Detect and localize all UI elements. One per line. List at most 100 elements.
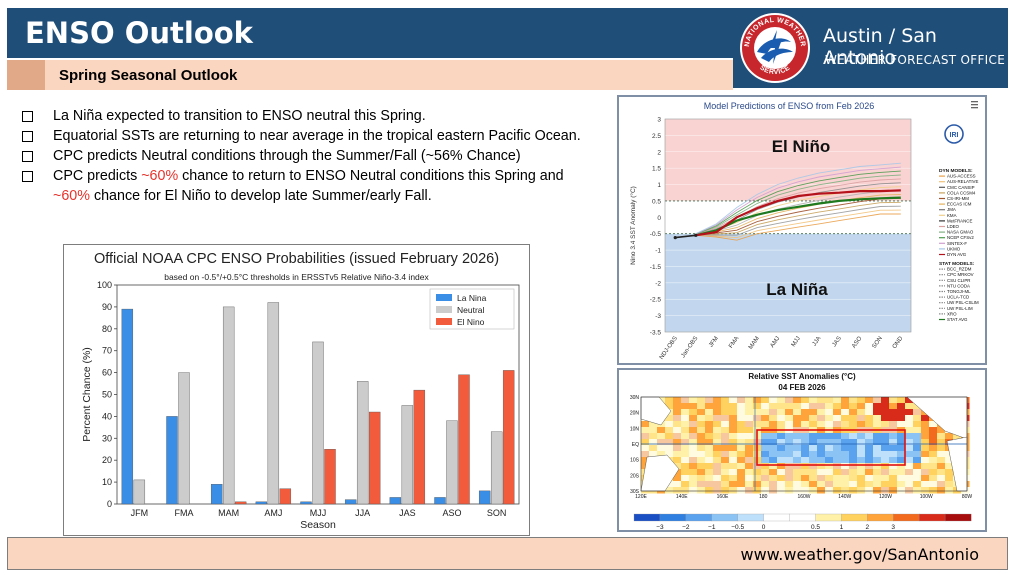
sst-cell (817, 481, 826, 488)
legend-model-label: JMA (947, 207, 956, 212)
sst-cell (849, 487, 858, 494)
sst-cell (817, 445, 826, 452)
sst-cell (929, 433, 938, 440)
sst-cell (905, 481, 914, 488)
sst-cell (825, 409, 834, 416)
sst-map-date: 04 FEB 2026 (778, 383, 826, 392)
sst-cell (793, 421, 802, 428)
sst-cell (769, 451, 778, 458)
legend-model-label: CPC MRKOV (947, 272, 974, 277)
lon-label: 120W (879, 494, 892, 500)
sst-cell (873, 475, 882, 482)
sst-cell (913, 481, 922, 488)
sst-cell (801, 451, 810, 458)
sst-cell (753, 463, 762, 470)
model-member-line (695, 170, 901, 235)
sst-cell (921, 439, 930, 446)
el-nino-label: El Niño (772, 137, 831, 156)
legend-model-label: AUS-RELATIVE (947, 179, 978, 184)
sst-cell (873, 469, 882, 476)
sst-cell (905, 457, 914, 464)
sst-cell (817, 415, 826, 422)
bar-neutral (312, 341, 324, 505)
sst-cell (801, 475, 810, 482)
sst-cell (705, 445, 714, 452)
bar-la-nina (344, 499, 357, 505)
sst-map-plot: Relative SST Anomalies (°C)04 FEB 202630… (630, 372, 973, 531)
y-tick-label: -2 (655, 280, 661, 287)
sst-cell (825, 469, 834, 476)
sst-cell (921, 415, 930, 422)
sst-cell (817, 397, 826, 404)
sst-cell (865, 439, 874, 446)
legend-model-label: UCLA-TCD (947, 295, 969, 300)
bar-el-nino (234, 501, 247, 505)
highlight-percent: ~60% (141, 168, 179, 184)
y-axis-label: Percent Chance (%) (81, 347, 93, 442)
sst-cell (745, 421, 754, 428)
sst-cell (745, 481, 754, 488)
sst-cell (777, 403, 786, 410)
sst-cell (905, 487, 914, 494)
sst-cell (897, 397, 906, 404)
y-tick-label: 0 (107, 499, 112, 509)
colorbar-swatch (711, 513, 739, 522)
sst-cell (849, 475, 858, 482)
sst-cell (809, 433, 818, 440)
model-chart-title: Model Predictions of ENSO from Feb 2026 (704, 101, 875, 111)
sst-cell (817, 439, 826, 446)
sst-cell (785, 451, 794, 458)
sst-cell (945, 433, 954, 440)
website-link[interactable]: www.weather.gov/SanAntonio (740, 545, 980, 564)
sst-cell (929, 445, 938, 452)
sst-cell (793, 475, 802, 482)
sst-cell (801, 421, 810, 428)
sst-cell (937, 487, 946, 494)
sst-cell (921, 445, 930, 452)
x-tick-label: JAS (399, 508, 416, 518)
legend-model-label: DYN AVG (947, 252, 967, 257)
sst-cell (737, 463, 746, 470)
sst-cell (729, 445, 738, 452)
sst-cell (649, 445, 658, 452)
iri-logo-text: IRI (950, 132, 959, 139)
bullet-text: CPC predicts Neutral conditions through … (53, 148, 521, 164)
sst-cell (809, 445, 818, 452)
model-member-line (695, 201, 901, 236)
sst-cell (825, 451, 834, 458)
sst-cell (705, 397, 714, 404)
sst-cell (737, 403, 746, 410)
legend-model-label: NCEP CFSv2 (947, 235, 974, 240)
model-plume-plot: Model Predictions of ENSO from Feb 2026 3… (629, 101, 979, 361)
sst-cell (697, 463, 706, 470)
legend-model-label: STAT AVG (947, 317, 968, 322)
sst-cell (769, 439, 778, 446)
sst-cell (681, 469, 690, 476)
sst-cell (881, 415, 890, 422)
sst-cell (801, 439, 810, 446)
sst-cell (897, 469, 906, 476)
sst-cell (785, 463, 794, 470)
sst-cell (809, 469, 818, 476)
sst-cell (713, 451, 722, 458)
sst-cell (881, 445, 890, 452)
sst-cell (745, 451, 754, 458)
sst-cell (841, 445, 850, 452)
sst-cell (849, 409, 858, 416)
sst-cell (761, 409, 770, 416)
sst-cell (849, 463, 858, 470)
sst-cell (945, 463, 954, 470)
sst-cell (921, 475, 930, 482)
model-member-line (695, 213, 901, 241)
sst-cell (913, 409, 922, 416)
legend-model-label: COLA CCSM4 (947, 190, 976, 195)
sst-cell (721, 481, 730, 488)
sst-cell (785, 409, 794, 416)
bar-neutral (178, 372, 190, 505)
sst-cell (889, 469, 898, 476)
sst-cell (681, 457, 690, 464)
bar-la-nina (121, 308, 134, 505)
sst-cell (689, 439, 698, 446)
y-tick-label: 60 (102, 368, 112, 378)
sst-cell (841, 439, 850, 446)
